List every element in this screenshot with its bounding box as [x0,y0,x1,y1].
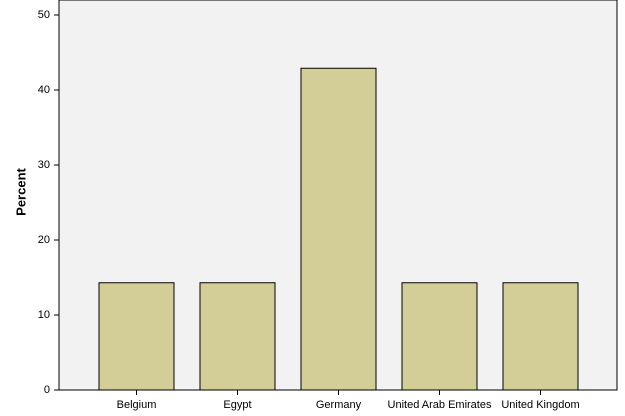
bar [199,282,276,391]
x-tick-label: Belgium [117,399,157,411]
y-tick-label: 40 [38,84,50,96]
y-tick-label: 50 [38,9,50,21]
y-axis-label: Percent [13,167,28,215]
x-tick-label: Egypt [223,399,251,411]
bar [300,67,377,391]
bar [98,282,175,391]
x-tick-label: Germany [316,399,362,411]
x-tick-label: United Kingdom [501,399,579,411]
y-tick-label: 0 [44,384,50,396]
x-tick-label: United Arab Emirates [388,399,492,411]
y-tick-label: 30 [38,159,50,171]
bar [401,282,478,391]
bar [502,282,579,391]
y-tick-label: 10 [38,309,50,321]
y-tick-label: 20 [38,234,50,246]
